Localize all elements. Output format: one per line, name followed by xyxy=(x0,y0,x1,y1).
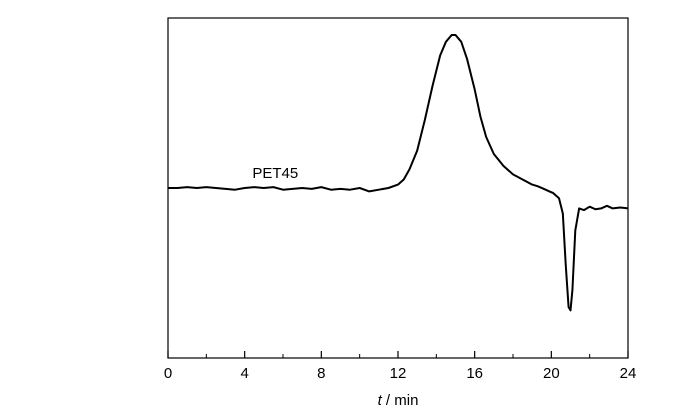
x-tick-label: 0 xyxy=(164,365,172,382)
plot-area: PET45 xyxy=(167,17,629,359)
x-axis-label-unit: / min xyxy=(382,392,419,409)
x-axis-label: t / min xyxy=(378,392,419,409)
x-axis-label-var: t xyxy=(378,392,383,409)
x-tick-label: 12 xyxy=(390,365,407,382)
x-tick-label: 20 xyxy=(543,365,560,382)
plot-frame xyxy=(167,17,629,359)
x-tick-label: 4 xyxy=(240,365,248,382)
x-tick-label: 8 xyxy=(317,365,325,382)
x-tick-label: 24 xyxy=(620,365,637,382)
series-line-pet45 xyxy=(168,34,629,312)
series-label: PET45 xyxy=(252,165,298,182)
x-tick-label: 16 xyxy=(466,365,483,382)
x-axis: 0 4 8 12 16 20 24 xyxy=(164,351,637,382)
